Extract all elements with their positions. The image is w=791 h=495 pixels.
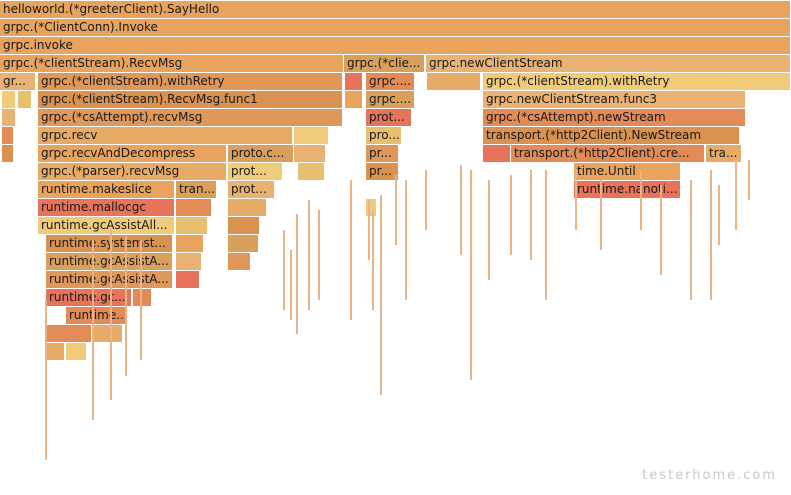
flame-frame[interactable]: grpc.recv (38, 127, 293, 145)
flame-sliver (92, 240, 94, 420)
flame-frame[interactable] (2, 109, 16, 127)
flame-sliver (640, 170, 642, 230)
flame-sliver (350, 180, 352, 320)
flame-frame[interactable]: grpc.... (366, 91, 415, 109)
flame-sliver (575, 170, 577, 230)
flame-frame[interactable]: grpc.... (366, 73, 415, 91)
flame-frame[interactable] (18, 91, 32, 109)
flame-frame[interactable] (176, 235, 204, 253)
flame-frame[interactable]: transport.(*http2Client).cre... (511, 145, 705, 163)
flame-frame[interactable] (483, 145, 511, 163)
flame-frame[interactable]: grpc.(*clientStream).withRetry (483, 73, 791, 91)
flame-frame[interactable] (176, 253, 202, 271)
flame-frame[interactable] (427, 73, 481, 91)
flame-frame[interactable]: grpc.newClientStream.func3 (483, 91, 746, 109)
flame-sliver (600, 180, 602, 250)
flame-frame[interactable]: grpc.(*csAttempt).newStream (483, 109, 746, 127)
flame-sliver (735, 160, 737, 230)
flame-frame[interactable]: helloworld.(*greeterClient).SayHello (0, 1, 791, 19)
flame-frame[interactable]: runtime.gcAssistAll... (38, 217, 175, 235)
flame-frame[interactable]: gr... (0, 73, 36, 91)
flame-frame[interactable]: pr... (366, 163, 399, 181)
flame-frame[interactable] (228, 235, 259, 253)
flame-sliver (425, 170, 427, 230)
flame-frame[interactable]: grpc.(*ClientConn).Invoke (0, 19, 791, 37)
flame-sliver (470, 170, 472, 380)
flame-frame[interactable] (294, 127, 329, 145)
flame-frame[interactable]: prot... (366, 109, 412, 127)
flame-frame[interactable] (46, 343, 65, 361)
flame-frame[interactable] (366, 199, 377, 217)
flame-frame[interactable]: pro... (366, 127, 402, 145)
flame-sliver (395, 175, 397, 245)
flame-frame[interactable]: grpc.(*clientStream).RecvMsg (0, 55, 344, 73)
flame-frame[interactable] (176, 217, 208, 235)
flame-frame[interactable] (345, 73, 363, 91)
flame-frame[interactable]: grpc.invoke (0, 37, 791, 55)
flame-frame[interactable]: grpc.newClientStream (426, 55, 791, 73)
flame-frame[interactable]: runtime... (66, 307, 128, 325)
flame-sliver (140, 240, 142, 360)
flame-frame[interactable]: grpc.(*clientStream).RecvMsg.func1 (38, 91, 343, 109)
flame-frame[interactable] (176, 199, 212, 217)
flame-frame[interactable]: runtime.gc... (46, 289, 132, 307)
flame-frame[interactable]: runtime.nanoti... (574, 181, 681, 199)
flame-sliver (690, 180, 692, 300)
flame-sliver (710, 170, 712, 300)
flame-frame[interactable] (228, 217, 260, 235)
watermark: testerhome.com (642, 468, 777, 483)
flame-frame[interactable]: tran... (176, 181, 217, 199)
flame-frame[interactable] (228, 253, 251, 271)
flame-frame[interactable] (46, 325, 92, 343)
flame-frame[interactable] (176, 271, 200, 289)
flame-frame[interactable]: transport.(*http2Client).NewStream (483, 127, 740, 145)
flame-frame[interactable] (345, 91, 363, 109)
flame-sliver (308, 200, 310, 310)
flame-frame[interactable]: pr... (366, 145, 399, 163)
flame-sliver (460, 165, 462, 255)
flame-sliver (530, 170, 532, 260)
flame-frame[interactable]: grpc.(*csAttempt).recvMsg (38, 109, 343, 127)
flame-frame[interactable]: proto.c... (228, 145, 294, 163)
flame-frame[interactable] (298, 163, 325, 181)
flame-sliver (545, 170, 547, 300)
flame-sliver (488, 180, 490, 280)
flame-frame[interactable]: runtime.makeslice (38, 181, 175, 199)
flame-frame[interactable]: tra... (706, 145, 742, 163)
flame-sliver (45, 300, 47, 460)
flame-frame[interactable]: grpc.(*clie... (344, 55, 425, 73)
flame-sliver (660, 185, 662, 275)
flame-sliver (283, 230, 285, 310)
flame-frame[interactable] (66, 343, 87, 361)
flame-frame[interactable] (133, 289, 152, 307)
flame-sliver (110, 230, 112, 400)
flame-frame[interactable]: prot... (228, 163, 283, 181)
flame-sliver (405, 180, 407, 300)
flame-frame[interactable] (294, 145, 326, 163)
flame-frame[interactable]: grpc.recvAndDecompress (38, 145, 227, 163)
flame-frame[interactable] (93, 325, 123, 343)
flame-sliver (296, 214, 298, 334)
flame-sliver (318, 210, 320, 300)
flame-frame[interactable]: time.Until (574, 163, 681, 181)
flame-frame[interactable] (228, 199, 267, 217)
flame-frame[interactable] (2, 127, 14, 145)
flame-sliver (748, 160, 750, 200)
flame-frame[interactable]: runtime.mallocgc (38, 199, 175, 217)
flame-sliver (290, 250, 292, 320)
flame-frame[interactable]: prot... (228, 181, 275, 199)
flame-sliver (372, 210, 374, 310)
flame-sliver (380, 195, 382, 395)
flame-sliver (125, 236, 127, 376)
flame-frame[interactable] (2, 91, 16, 109)
flame-sliver (368, 200, 370, 260)
flame-frame[interactable] (2, 145, 14, 163)
flame-sliver (718, 185, 720, 245)
flame-sliver (510, 175, 512, 255)
flame-frame[interactable]: grpc.(*clientStream).withRetry (38, 73, 343, 91)
flame-frame[interactable]: grpc.(*parser).recvMsg (38, 163, 227, 181)
